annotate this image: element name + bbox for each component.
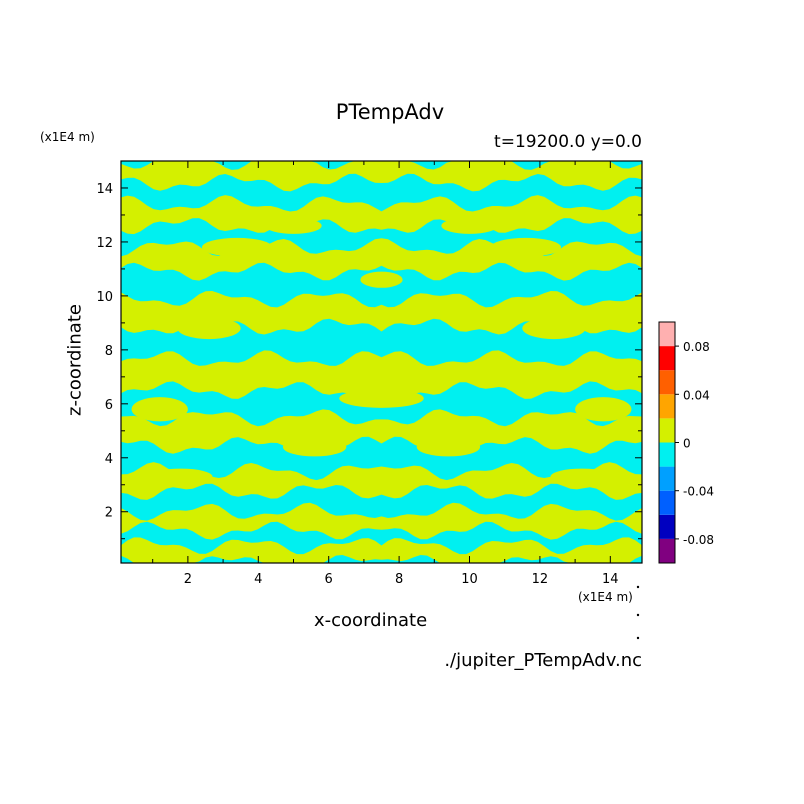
- colorbar-swatch: [659, 442, 675, 467]
- x-tick-label: 10: [461, 572, 478, 587]
- colorbar-swatch: [659, 490, 675, 515]
- colorbar-swatch: [659, 418, 675, 443]
- y-tick-label: 10: [96, 290, 113, 305]
- field-patch-positive: [402, 294, 445, 319]
- colorbar-tick-label: -0.04: [683, 485, 714, 499]
- field-band-positive: [121, 161, 642, 192]
- field-patch-positive: [473, 357, 523, 385]
- colorbar-swatch: [659, 322, 675, 347]
- y-tick-label: 14: [96, 182, 113, 197]
- field-patch-positive: [360, 271, 403, 288]
- colorbar: -0.08 -0.04 0 0.04 0.08: [658, 321, 714, 564]
- field-patch-positive: [240, 357, 290, 385]
- field-patch-positive: [550, 468, 614, 485]
- colorbar-swatch: [659, 394, 675, 419]
- y-unit-label: (x1E4 m): [40, 130, 95, 144]
- x-unit-label: (x1E4 m): [578, 590, 633, 604]
- x-tick-label: 6: [325, 572, 333, 587]
- heatmap-field: [121, 161, 642, 563]
- y-axis-ticks: 2 4 6 8 10 12 14: [96, 160, 642, 540]
- field-band-positive: [121, 291, 642, 335]
- field-band-positive: [121, 409, 642, 455]
- x-tick-label: 8: [395, 572, 403, 587]
- field-patch-positive: [131, 397, 188, 422]
- colorbar-tick-label: 0.04: [683, 388, 710, 402]
- y-tick-label: 6: [105, 398, 113, 413]
- plot-border: [120, 160, 643, 564]
- field-band-positive: [121, 502, 642, 540]
- x-tick-label: 4: [254, 572, 262, 587]
- y-axis-label: z-coordinate: [64, 304, 86, 416]
- field-patch-positive: [177, 317, 241, 340]
- chart-subtitle: t=19200.0 y=0.0: [494, 132, 642, 152]
- colorbar-tick-label: 0: [683, 437, 691, 451]
- field-band-positive: [121, 462, 642, 500]
- field-patch-positive: [416, 437, 481, 457]
- dot-mark: [636, 585, 640, 589]
- field-patch-positive: [339, 388, 424, 408]
- y-tick-label: 8: [105, 344, 113, 359]
- x-axis-label: x-coordinate: [314, 610, 428, 631]
- field-patch-positive: [490, 237, 562, 257]
- field-patch-positive: [441, 217, 498, 234]
- plot-frame: [120, 160, 643, 564]
- colorbar-swatch: [659, 346, 675, 371]
- source-file-label: ./jupiter_PTempAdv.nc: [444, 650, 642, 671]
- colorbar-swatch: [659, 370, 675, 395]
- colorbar-swatch: [659, 538, 675, 563]
- y-tick-label: 12: [96, 236, 113, 251]
- corner-marks: [636, 585, 640, 640]
- y-tick-label: 2: [105, 506, 113, 521]
- colorbar-tick-label: -0.08: [683, 533, 714, 547]
- field-patch-positive: [265, 217, 322, 234]
- dot-mark: [636, 613, 640, 617]
- dot-mark: [636, 636, 640, 640]
- x-tick-label: 2: [184, 572, 192, 587]
- x-axis-ticks: 2 4 6 8 10 12 14: [152, 161, 619, 587]
- field-patch-positive: [575, 397, 632, 422]
- field-patch-positive: [282, 437, 347, 457]
- colorbar-swatch: [659, 466, 675, 491]
- field-band-positive: [121, 195, 642, 235]
- field-patch-positive: [522, 317, 586, 340]
- field-patch-positive: [318, 294, 361, 319]
- y-tick-label: 4: [105, 452, 113, 467]
- field-band-positive: [121, 537, 642, 563]
- colorbar-tick-label: 0.08: [683, 340, 710, 354]
- x-tick-label: 12: [532, 572, 549, 587]
- chart-title: PTempAdv: [335, 100, 445, 124]
- field-patch-positive: [201, 237, 273, 257]
- x-tick-label: 14: [602, 572, 619, 587]
- field-patch-positive: [149, 468, 213, 485]
- colorbar-swatch: [659, 514, 675, 539]
